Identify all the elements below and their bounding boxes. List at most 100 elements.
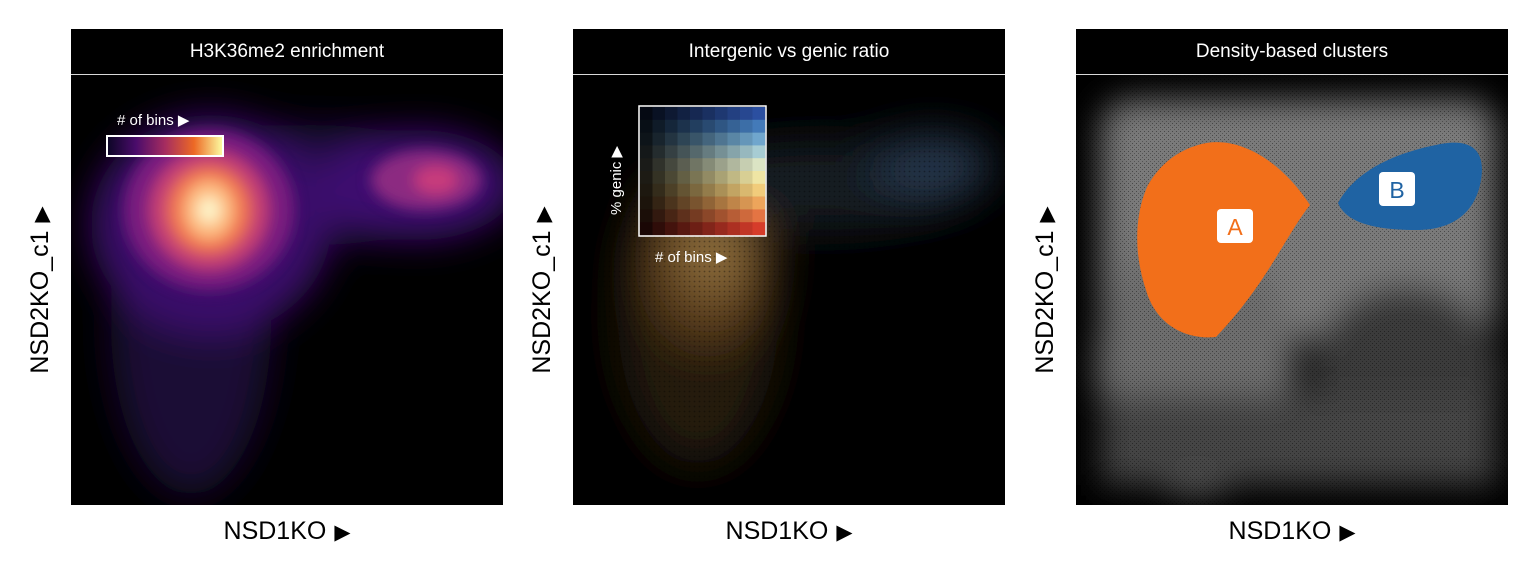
bivariate-cell <box>640 196 653 210</box>
cluster-a-label: A <box>1217 209 1253 243</box>
legend-x-label: # of bins ▶ <box>655 249 728 266</box>
bivariate-cell <box>752 119 766 133</box>
density-peak <box>197 196 221 224</box>
bivariate-cell <box>677 145 691 159</box>
bivariate-cell <box>727 119 741 133</box>
bivariate-cell <box>752 209 766 223</box>
panel-title: H3K36me2 enrichment <box>71 29 503 75</box>
plot-area: A B <box>1076 75 1508 505</box>
panel-intergenic-vs-genic: Intergenic vs genic ratio # of <box>573 29 1005 505</box>
bivariate-cell <box>640 183 653 197</box>
panel-title: Density-based clusters <box>1076 29 1508 75</box>
bivariate-cell <box>677 171 691 185</box>
bivariate-cell <box>690 158 703 172</box>
bivariate-cell <box>740 158 753 172</box>
y-axis-title: NSD2KO_c1 <box>26 230 54 374</box>
bivariate-cell <box>652 132 666 146</box>
bivariate-cell <box>677 196 691 210</box>
bivariate-cell <box>652 183 666 197</box>
colorbar <box>106 135 224 157</box>
x-axis-title: NSD1KO <box>725 517 829 545</box>
y-axis-title: NSD2KO_c1 <box>528 230 556 374</box>
bivariate-cell <box>640 158 653 172</box>
y-axis-arrow-icon: ▶ <box>532 206 555 223</box>
bivariate-cell <box>752 183 766 197</box>
bivariate-cell <box>690 132 703 146</box>
bivariate-cell <box>690 196 703 210</box>
bivariate-cell <box>640 222 653 236</box>
cluster-b-label-text: B <box>1389 177 1404 203</box>
bivariate-cell <box>652 209 666 223</box>
x-axis-arrow-icon: ▶ <box>1339 521 1356 544</box>
density-core <box>124 130 481 290</box>
bivariate-cell <box>727 171 741 185</box>
x-axis-title: NSD1KO <box>223 517 327 545</box>
y-axis-label: NSD2KO_c1 ▶ <box>1028 140 1062 440</box>
cluster-b-label: B <box>1379 172 1415 206</box>
bivariate-cell <box>640 171 653 185</box>
x-axis-label: NSD1KO ▶ <box>1076 516 1508 548</box>
bivariate-cell <box>690 145 703 159</box>
bivariate-cell <box>752 158 766 172</box>
bivariate-cell <box>727 107 741 121</box>
bivariate-cell <box>740 222 753 236</box>
bivariate-cell <box>752 132 766 146</box>
bivariate-legend-frame <box>638 105 767 237</box>
bivariate-cell <box>740 183 753 197</box>
y-axis-label: NSD2KO_c1 ▶ <box>23 140 57 440</box>
bivariate-cell <box>640 119 653 133</box>
bivariate-cell <box>702 222 716 236</box>
bivariate-cell <box>665 183 678 197</box>
bivariate-legend: # of bins ▶ % genic ▶ <box>608 105 767 266</box>
bivariate-cell <box>715 145 728 159</box>
bivariate-cell <box>652 196 666 210</box>
bivariate-cell <box>752 171 766 185</box>
y-axis-label: NSD2KO_c1 ▶ <box>525 140 559 440</box>
cluster-a-label-box <box>1217 209 1253 243</box>
bivariate-cell <box>740 171 753 185</box>
bivariate-cell <box>652 158 666 172</box>
bivariate-cell <box>690 107 703 121</box>
scatter-texture <box>1076 75 1508 505</box>
bivariate-cell <box>690 119 703 133</box>
panel-density-clusters: Density-based clusters <box>1076 29 1508 505</box>
bivariate-cell <box>677 107 691 121</box>
bivariate-cell <box>677 132 691 146</box>
density-plot: # of bins ▶ <box>91 112 503 495</box>
bivariate-cell <box>740 107 753 121</box>
bivariate-cell <box>715 222 728 236</box>
bivariate-cell <box>652 145 666 159</box>
bivariate-cell <box>665 171 678 185</box>
hexbin-plot: # of bins ▶ % genic ▶ <box>573 75 1005 505</box>
bivariate-cell <box>677 222 691 236</box>
x-axis-label: NSD1KO ▶ <box>71 516 503 548</box>
bivariate-cell <box>640 132 653 146</box>
bivariate-cell <box>665 222 678 236</box>
bivariate-cell <box>665 119 678 133</box>
bivariate-cell <box>690 222 703 236</box>
x-axis-label: NSD1KO ▶ <box>573 516 1005 548</box>
bivariate-cell <box>640 209 653 223</box>
bivariate-cell <box>665 196 678 210</box>
bivariate-grid <box>640 107 766 236</box>
bivariate-cell <box>752 196 766 210</box>
bivariate-cell <box>690 171 703 185</box>
panel-h3k36me2-enrichment: H3K36me2 enrichment <box>71 29 503 505</box>
bivariate-cell <box>715 183 728 197</box>
bivariate-cell <box>740 209 753 223</box>
bivariate-cell <box>727 183 741 197</box>
bivariate-cell <box>702 196 716 210</box>
panel-title: Intergenic vs genic ratio <box>573 29 1005 75</box>
bivariate-cell <box>727 196 741 210</box>
cluster-a-label-text: A <box>1227 214 1243 240</box>
bivariate-cell <box>727 158 741 172</box>
bivariate-cell <box>677 183 691 197</box>
plot-area: # of bins ▶ <box>71 75 503 505</box>
bivariate-cell <box>715 132 728 146</box>
bivariate-cell <box>665 107 678 121</box>
bivariate-cell <box>665 209 678 223</box>
y-axis-arrow-icon: ▶ <box>1035 206 1058 223</box>
bivariate-cell <box>715 196 728 210</box>
bivariate-cell <box>702 183 716 197</box>
bivariate-cell <box>727 145 741 159</box>
